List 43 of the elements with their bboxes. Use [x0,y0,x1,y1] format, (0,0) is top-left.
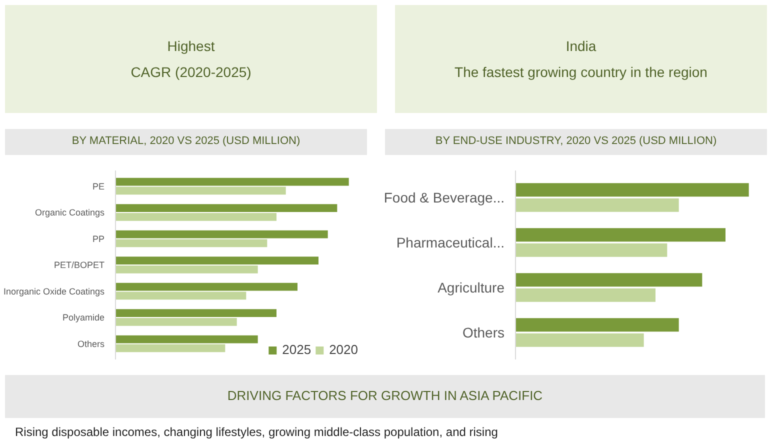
bar [516,288,656,302]
bar [116,318,237,326]
bar [516,333,644,347]
bar [116,204,338,212]
legend-label: 2025 [282,342,312,357]
bar [116,256,318,264]
text: DRIVING FACTORS FOR GROWTH IN ASIA PACIFIC [5,375,765,418]
y-tick-label: Polyamide [62,312,105,322]
bar [116,178,349,186]
bar [116,213,276,221]
bar [516,228,726,242]
text: India [566,37,596,56]
bar [116,292,246,300]
bar [116,230,328,238]
bar [116,186,286,195]
legend-label: 2020 [329,342,358,357]
bar [116,309,276,317]
y-tick-label: Food & Beverage... [384,190,505,206]
bar [116,266,258,274]
y-tick-label: Agriculture [438,280,505,296]
y-tick-label: Others [77,338,105,349]
bar [116,335,258,344]
text: CAGR (2020-2025) [130,63,252,82]
bar [516,273,702,287]
y-tick-label: Others [462,324,504,340]
chart-title: BY MATERIAL, 2020 VS 2025 (USD MILLION) [5,129,367,155]
bar [116,239,268,248]
chart-title: BY END-USE INDUSTRY, 2020 VS 2025 (USD MILLION) [385,129,767,155]
text: Rising disposable incomes, changing lifestyles, growing middle-class population, and rising [14,424,499,440]
y-tick-label: PET/BOPET [54,260,105,270]
text: The fastest growing country in the region [454,63,708,82]
text: Highest [167,37,215,56]
bar [516,243,668,257]
bar [516,318,679,332]
y-tick-label: Pharmaceutical... [396,234,505,250]
y-tick-label: Inorganic Oxide Coatings [3,286,105,296]
y-tick-label: Organic Coatings [34,208,105,218]
bar [516,183,749,197]
bar [516,198,679,212]
bar [116,282,298,291]
y-tick-label: PE [92,181,105,192]
bar [116,344,226,352]
y-tick-label: PP [92,234,105,244]
